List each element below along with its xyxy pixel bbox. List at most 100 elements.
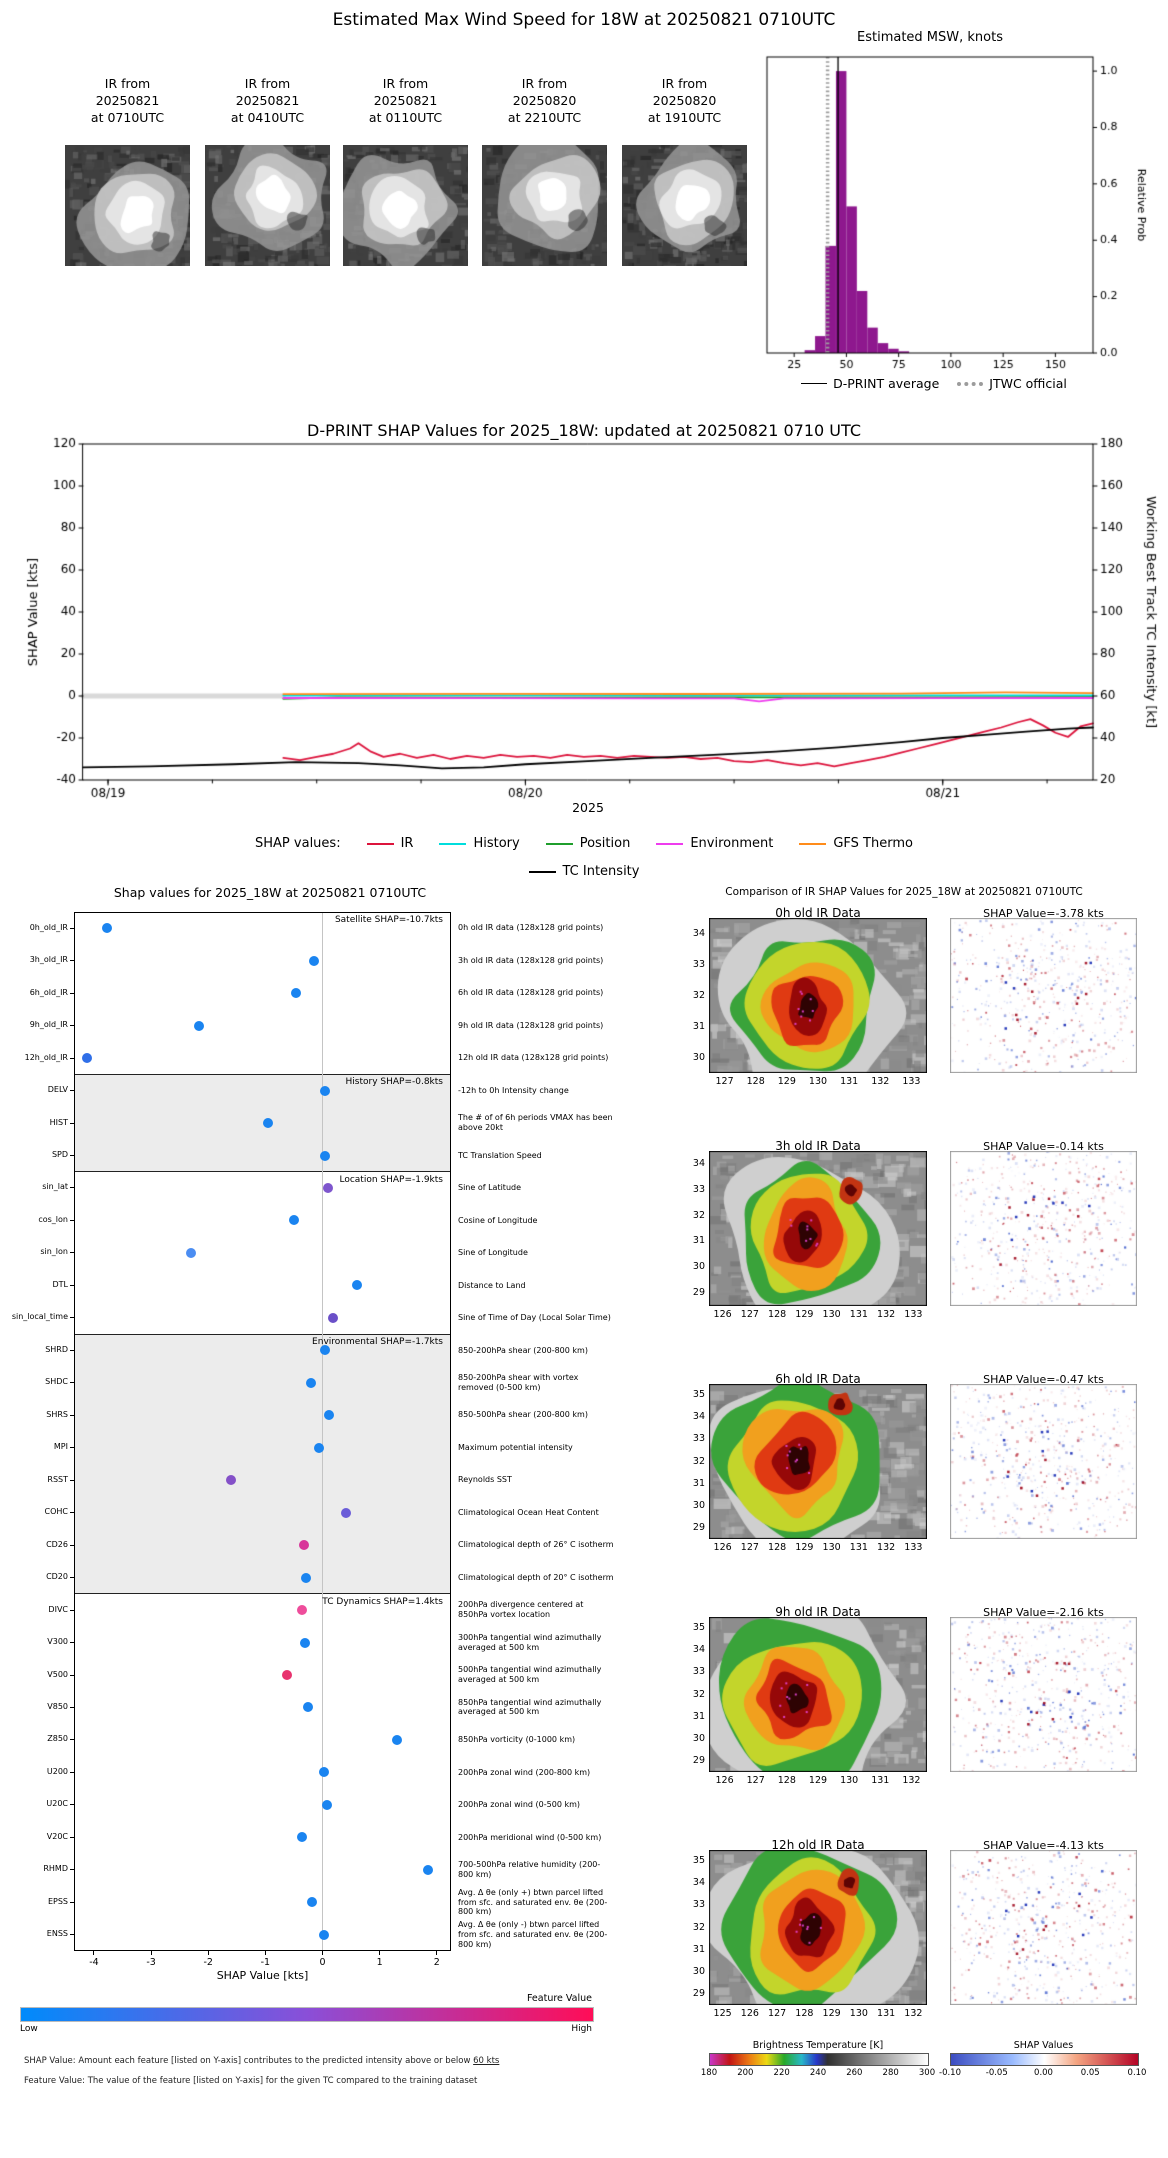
ir-map-canvas bbox=[709, 1151, 927, 1306]
feature-tick-label: Z850 bbox=[47, 1734, 68, 1744]
lat-tick-label: 31 bbox=[692, 1477, 705, 1489]
bt-colorbar-tick: 300 bbox=[918, 2068, 936, 2078]
feature-description: 850hPa tangential wind azimuthally avera… bbox=[458, 1697, 602, 1717]
lon-tick-label: 129 bbox=[795, 1542, 814, 1553]
lon-tick-label: 130 bbox=[822, 1542, 841, 1553]
lon-tick-label: 128 bbox=[777, 1775, 796, 1786]
feature-tick-label: ENSS bbox=[46, 1929, 68, 1939]
y-tick-mark bbox=[70, 1544, 74, 1546]
feature-tick-label: U20C bbox=[46, 1799, 68, 1809]
lon-tick-label: 126 bbox=[713, 1309, 732, 1320]
shap-dot bbox=[314, 1442, 325, 1453]
shap-dot bbox=[341, 1507, 352, 1518]
y-tick-mark bbox=[70, 1836, 74, 1838]
feature-tick-label: V20C bbox=[46, 1831, 68, 1841]
y-tick-mark bbox=[70, 1577, 74, 1579]
lat-tick-label: 35 bbox=[692, 1389, 705, 1401]
y-tick-mark bbox=[70, 1252, 74, 1254]
feature-tick-label: 6h_old_IR bbox=[29, 987, 68, 997]
feature-tick-label: COHC bbox=[44, 1507, 68, 1517]
section-label: Environmental SHAP=-1.7kts bbox=[312, 1337, 443, 1348]
y-tick-mark bbox=[70, 1349, 74, 1351]
lat-tick-label: 32 bbox=[692, 1455, 705, 1467]
shap-dot bbox=[301, 1572, 312, 1583]
feature-tick-label: V300 bbox=[47, 1637, 68, 1647]
ir-thumbnail-image bbox=[343, 145, 468, 266]
y-tick-mark bbox=[70, 1869, 74, 1871]
feature-description: 200hPa zonal wind (0-500 km) bbox=[458, 1800, 580, 1810]
lat-tick-label: 33 bbox=[692, 958, 705, 970]
feature-description: Climatological Ocean Heat Content bbox=[458, 1507, 599, 1517]
shap-map-canvas bbox=[950, 918, 1137, 1073]
shap-dot bbox=[423, 1864, 434, 1875]
y-tick-mark bbox=[70, 1674, 74, 1676]
feature-description: Maximum potential intensity bbox=[458, 1442, 573, 1452]
thumbnail-caption-line: at 0710UTC bbox=[90, 109, 165, 125]
y-tick-mark bbox=[70, 1479, 74, 1481]
feature-description: Climatological depth of 26° C isotherm bbox=[458, 1540, 614, 1550]
lat-tick-label: 29 bbox=[692, 1521, 705, 1533]
shap-dot bbox=[81, 1053, 92, 1064]
shap-dot bbox=[297, 1832, 308, 1843]
lat-tick-label: 30 bbox=[692, 1261, 705, 1273]
feature-value-colorbar bbox=[20, 2007, 594, 2022]
lon-tick-label: 132 bbox=[877, 1542, 896, 1553]
ir-map-canvas bbox=[709, 1384, 927, 1539]
feature-description: 850-200hPa shear with vortex removed (0-… bbox=[458, 1373, 579, 1392]
feature-description: Avg. Δ θe (only -) btwn parcel lifted fr… bbox=[458, 1920, 608, 1949]
feature-tick-label: cos_lon bbox=[38, 1214, 68, 1224]
feature-description: 200hPa meridional wind (0-500 km) bbox=[458, 1832, 602, 1842]
feature-description: Distance to Land bbox=[458, 1280, 526, 1290]
lat-tick-label: 33 bbox=[692, 1183, 705, 1195]
lat-tick-label: 35 bbox=[692, 1855, 705, 1867]
section-band bbox=[74, 1074, 451, 1172]
shap-colorbar bbox=[950, 2053, 1139, 2066]
lon-tick-label: 128 bbox=[795, 2008, 814, 2019]
lat-tick-label: 31 bbox=[692, 1020, 705, 1032]
shap-colorbar-tick: 0.10 bbox=[1127, 2068, 1147, 2078]
shap-dot bbox=[282, 1670, 293, 1681]
lon-tick-label: 126 bbox=[715, 1775, 734, 1786]
thumbnail-caption-line: IR from bbox=[382, 76, 429, 91]
section-label: History SHAP=-0.8kts bbox=[345, 1077, 443, 1088]
shap-dot bbox=[320, 1085, 331, 1096]
feature-description: 6h old IR data (128x128 grid points) bbox=[458, 988, 604, 998]
shap-dot bbox=[297, 1605, 308, 1616]
shap-dot bbox=[391, 1734, 402, 1745]
thumbnail-caption-line: IR from bbox=[521, 76, 568, 91]
legend-label: IR bbox=[400, 836, 414, 851]
lat-tick-label: 35 bbox=[692, 1622, 705, 1634]
bt-colorbar-tick: 220 bbox=[773, 2068, 790, 2078]
lon-tick-label: 131 bbox=[849, 1309, 868, 1320]
bt-colorbar-tick: 240 bbox=[809, 2068, 827, 2078]
lon-tick-label: 130 bbox=[849, 2008, 868, 2019]
feature-tick-label: RHMD bbox=[43, 1864, 68, 1874]
feature-description: 200hPa zonal wind (200-800 km) bbox=[458, 1767, 591, 1777]
thumbnail-caption-line: at 0110UTC bbox=[368, 109, 443, 125]
lat-tick-label: 29 bbox=[692, 1287, 705, 1299]
x-tick-label: 1 bbox=[376, 1957, 383, 1968]
y-tick-mark bbox=[70, 1187, 74, 1189]
y-tick-mark bbox=[70, 1122, 74, 1124]
comparison-title: Comparison of IR SHAP Values for 2025_18… bbox=[725, 886, 1083, 898]
thumbnail-caption-line: IR from bbox=[661, 76, 708, 91]
timeseries-legend-row1: SHAP values: IR History Position Environment… bbox=[0, 836, 1168, 851]
feature-shap-xlabel: SHAP Value [kts] bbox=[216, 1969, 309, 1982]
legend-label: Environment bbox=[690, 836, 774, 851]
lon-tick-label: 127 bbox=[740, 1542, 759, 1553]
lon-tick-label: 131 bbox=[840, 1076, 859, 1087]
lat-tick-label: 31 bbox=[692, 1235, 705, 1247]
shap-dot bbox=[303, 1702, 314, 1713]
shap-dot bbox=[320, 1345, 331, 1356]
ir-thumbnail-caption: IR from 20250821 at 0110UTC bbox=[343, 76, 468, 127]
footnote-underlined-text: 60 kts bbox=[473, 2056, 500, 2066]
y-tick-mark bbox=[70, 1447, 74, 1449]
legend-item: GFS Thermo bbox=[799, 836, 913, 851]
feature-tick-label: EPSS bbox=[47, 1896, 68, 1906]
legend-label: History bbox=[473, 836, 520, 851]
y-tick-mark bbox=[70, 1382, 74, 1384]
ir-thumbnail-image bbox=[205, 145, 330, 266]
thumbnail-caption-line: at 0410UTC bbox=[230, 109, 305, 125]
y-tick-mark bbox=[70, 1901, 74, 1903]
